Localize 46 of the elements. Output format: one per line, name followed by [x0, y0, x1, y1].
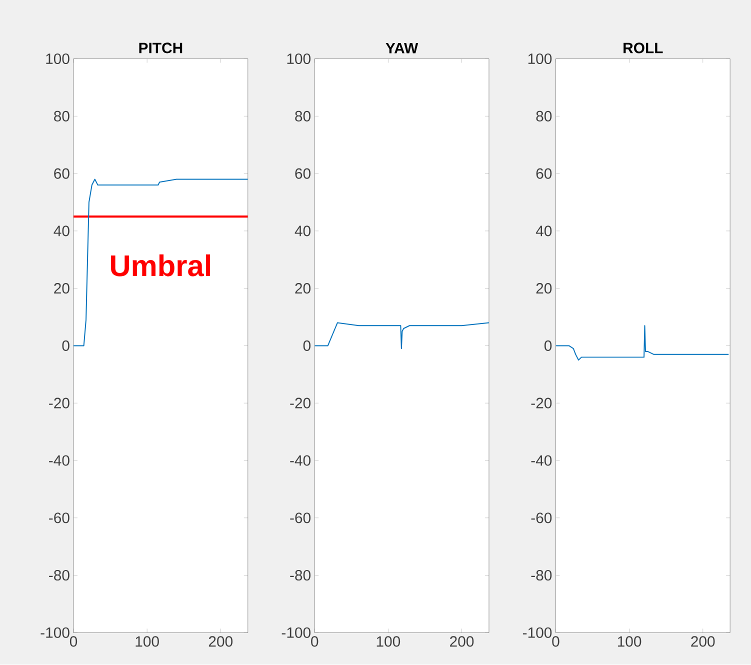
chart-title: ROLL: [624, 42, 663, 54]
y-tick-label: 100: [46, 54, 70, 64]
y-tick-label: 40: [294, 226, 311, 236]
y-tick-label: -80: [531, 570, 552, 581]
y-tick-label: 100: [287, 54, 311, 64]
y-tick-label: 100: [528, 54, 552, 64]
y-tick-label: -100: [282, 628, 311, 638]
y-tick-label: 40: [54, 226, 70, 236]
y-tick-label: -20: [49, 398, 70, 409]
x-tick-label: 0: [552, 636, 560, 647]
y-tick-label: -20: [290, 398, 311, 409]
x-tick-label: 100: [136, 636, 159, 647]
x-tick-label: 200: [208, 636, 233, 647]
y-tick-label: -60: [49, 512, 70, 524]
annotation: Umbral: [111, 254, 210, 277]
chart-title: YAW: [386, 43, 418, 54]
y-tick-label: 80: [54, 111, 70, 122]
y-tick-label: -100: [40, 628, 70, 638]
y-tick-label: 40: [536, 226, 552, 236]
x-tick-label: 0: [70, 636, 78, 647]
x-tick-label: 100: [618, 636, 642, 647]
y-tick-label: 0: [62, 340, 70, 352]
chart-title: PITCH: [139, 42, 182, 54]
y-tick-label: -60: [290, 512, 311, 524]
y-tick-label: 20: [54, 283, 70, 294]
y-tick-label: 60: [295, 168, 311, 180]
y-tick-label: -40: [290, 455, 311, 466]
y-tick-label: 20: [536, 283, 552, 294]
y-tick-label: -80: [290, 570, 311, 581]
y-tick-label: 0: [303, 340, 311, 352]
y-tick-label: -40: [531, 455, 552, 466]
y-tick-label: -100: [522, 628, 552, 638]
y-tick-label: 20: [295, 283, 311, 294]
y-tick-label: 60: [536, 168, 552, 180]
x-tick-label: 100: [376, 636, 400, 647]
x-tick-label: 0: [311, 636, 318, 647]
y-tick-label: -60: [531, 512, 552, 524]
y-tick-label: -40: [49, 455, 70, 466]
x-tick-label: 200: [691, 636, 715, 647]
y-tick-label: 60: [54, 168, 70, 180]
y-tick-label: 80: [536, 111, 552, 122]
x-tick-label: 200: [450, 636, 474, 647]
y-tick-label: -80: [49, 570, 70, 581]
y-tick-label: -20: [531, 398, 552, 409]
y-tick-label: 80: [295, 111, 311, 122]
y-tick-label: 0: [544, 340, 552, 352]
